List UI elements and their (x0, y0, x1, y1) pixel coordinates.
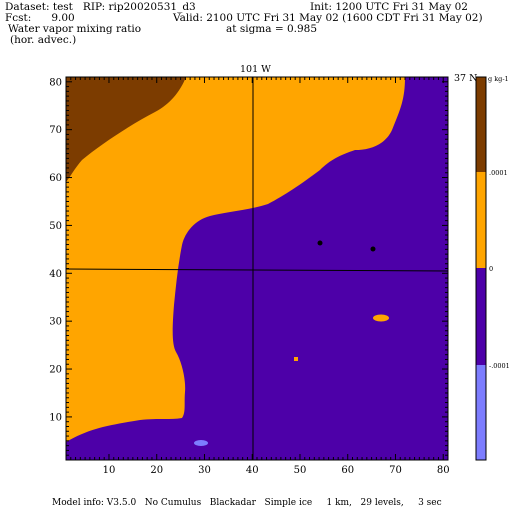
y-tick-label: 80 (49, 77, 62, 88)
colorbar-unit: g kg-1 (488, 75, 509, 83)
colorbar-level-low: -.0001 (489, 362, 510, 370)
sigma-level-label: at sigma = 0.985 (226, 23, 318, 35)
longitude-label: 101 W (240, 64, 271, 75)
orange-patch (373, 314, 389, 322)
axis-ticks (65, 76, 449, 461)
x-tick-label: 40 (246, 465, 259, 476)
colorbar-brown (476, 77, 486, 172)
colorbar-blue (476, 365, 486, 460)
latitude-label: 37 N (454, 73, 477, 84)
init-time-label: Init: 1200 UTC Fri 31 May 02 (310, 1, 468, 13)
field-name-label: Water vapor mixing ratio (8, 23, 142, 35)
colorbar-level-high: .0001 (489, 169, 508, 177)
colorbar-level-zero: 0 (489, 265, 493, 273)
marker-dot (370, 246, 376, 252)
y-tick-label: 20 (49, 365, 62, 376)
advection-label: (hor. advec.) (10, 34, 77, 46)
axis-tick-labels: 10 20 30 40 50 60 70 80 10 20 30 40 50 60 70 80 (49, 77, 449, 476)
y-tick-label: 40 (49, 269, 62, 280)
x-tick-label: 80 (437, 465, 450, 476)
colorbar-frame (475, 76, 487, 461)
x-tick-label: 60 (341, 465, 354, 476)
x-tick-label: 30 (198, 465, 211, 476)
dataset-label: Dataset: test RIP: rip20020531_d3 (5, 1, 196, 13)
y-tick-label: 50 (49, 221, 62, 232)
x-tick-label: 10 (103, 465, 116, 476)
y-tick-label: 60 (49, 173, 62, 184)
x-tick-label: 70 (389, 465, 402, 476)
y-tick-label: 10 (49, 412, 62, 423)
colorbar-orange (476, 172, 486, 268)
y-tick-label: 30 (49, 317, 62, 328)
orange-region (66, 77, 405, 442)
blue-patch (194, 440, 208, 446)
colorbar-purple (476, 268, 486, 365)
colorbar: g kg-1 .0001 0 -.0001 (475, 75, 510, 461)
parallel-line (66, 268, 448, 272)
forecast-hour-label: Fcst: 9.00 (5, 12, 75, 24)
x-tick-label: 50 (294, 465, 307, 476)
model-info-label: Model info: V3.5.0 No Cumulus Blackadar … (52, 498, 442, 508)
valid-time-label: Valid: 2100 UTC Fri 31 May 02 (1600 CDT … (173, 12, 483, 24)
brown-region (66, 77, 186, 182)
orange-patch-small (294, 357, 298, 361)
marker-dot (317, 240, 323, 246)
x-tick-label: 20 (150, 465, 163, 476)
y-tick-label: 70 (49, 125, 62, 136)
